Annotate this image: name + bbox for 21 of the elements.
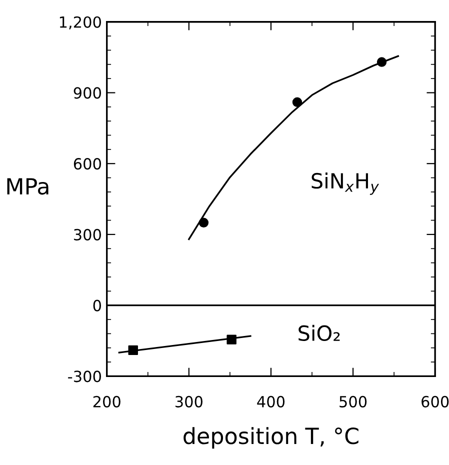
x-tick-label: 500 (340, 396, 367, 408)
x-tick-label: 300 (176, 396, 202, 408)
point (128, 345, 138, 356)
y-tick-label: 600 (74, 158, 101, 170)
point (198, 218, 209, 228)
y-tick-label: 300 (74, 228, 101, 240)
point (376, 57, 387, 67)
text: SiO₂ (298, 324, 340, 342)
text: SiN$_{x}$H$_{y}$ (312, 172, 380, 195)
point (226, 334, 236, 344)
point (292, 97, 302, 108)
y-tick-label: -300 (68, 370, 101, 382)
x-tick-label: 600 (422, 396, 449, 408)
line-series (188, 55, 399, 240)
y-tick-label: 1,200 (60, 16, 101, 30)
x-tick-label: 400 (257, 396, 285, 408)
x-axis-title: deposition T, °C (184, 427, 358, 449)
y-tick-label: 0 (93, 300, 101, 312)
y-axis-title: MPa (7, 178, 48, 195)
x-tick-label: 200 (93, 396, 120, 408)
y-tick-label: 900 (74, 87, 101, 99)
